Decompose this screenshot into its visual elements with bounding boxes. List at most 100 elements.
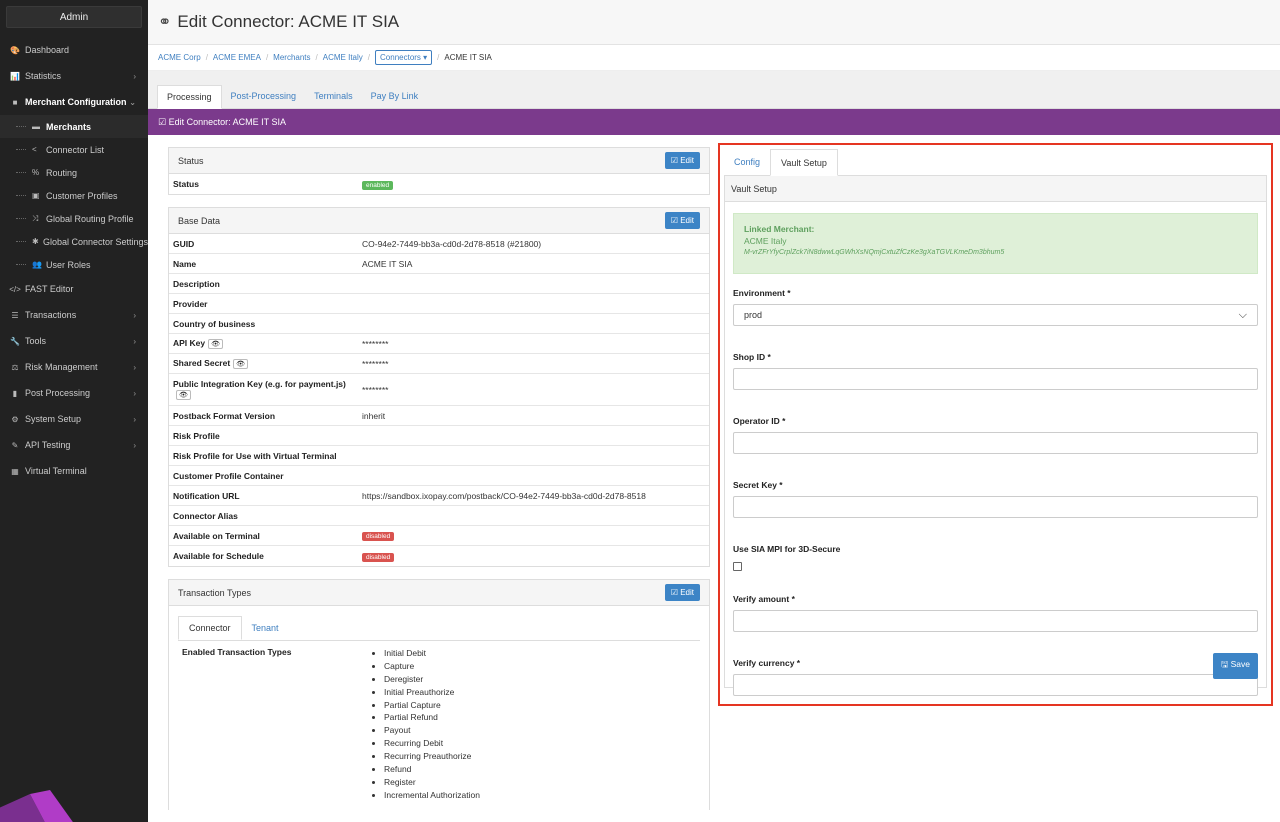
routing-icon: %: [32, 168, 40, 177]
transaction-types-header: Transaction Types ☑ Edit: [169, 580, 709, 606]
sidebar-item-label: Statistics: [25, 71, 62, 81]
sidebar-subitem-label: User Roles: [46, 259, 91, 270]
enabled-types-list: Initial DebitCaptureDeregisterInitial Pr…: [372, 647, 480, 802]
sidebar-item-merchant-configuration[interactable]: ■ Merchant Configuration ⌄: [0, 89, 148, 115]
sidebar-subitem-customer-profiles[interactable]: ▣ Customer Profiles: [0, 184, 148, 207]
field-label: Name: [173, 258, 197, 269]
breadcrumb-acme-italy[interactable]: ACME Italy: [322, 53, 363, 62]
field-value: inherit: [362, 410, 386, 421]
verify-currency-label: Verify currency *: [733, 658, 801, 668]
environment-select[interactable]: prod ⌵: [733, 304, 1258, 326]
list-item: Initial Preauthorize: [384, 686, 480, 699]
sidebar-subitem-global-routing-profile[interactable]: ⤨ Global Routing Profile: [0, 207, 148, 230]
base-data-panel: Base Data ☑ Edit GUID CO-94e2-7449-bb3a-c…: [168, 207, 710, 567]
row-connector-alias: Connector Alias: [169, 506, 709, 526]
virtual-terminal-icon: ▦: [11, 466, 19, 476]
edit-status-button[interactable]: ☑ Edit: [664, 152, 700, 169]
list-item: Deregister: [384, 673, 480, 686]
breadcrumb-merchants[interactable]: Merchants: [273, 53, 311, 62]
sidebar-subitem-label: Customer Profiles: [46, 190, 118, 201]
global-routing-profile-icon: ⤨: [32, 213, 39, 223]
sidebar-subitem-label: Global Routing Profile: [46, 213, 134, 224]
field-label: Connector Alias: [173, 510, 238, 521]
chevron-down-icon: ⌵: [1238, 308, 1247, 321]
sidebar-item-system-setup[interactable]: ⚙ System Setup ›: [0, 406, 148, 432]
list-item: Capture: [384, 660, 480, 673]
sidebar-item-label: Virtual Terminal: [25, 466, 87, 476]
sidebar-item-statistics[interactable]: 📊 Statistics ›: [0, 63, 148, 89]
sidebar-header: Admin: [0, 0, 148, 37]
sidebar-item-risk-management[interactable]: ⚖ Risk Management ›: [0, 354, 148, 380]
admin-switcher[interactable]: Admin: [6, 6, 142, 28]
row-guid: GUID CO-94e2-7449-bb3a-cd0d-2d78-8518 (#2…: [169, 234, 709, 254]
sidebar-item-tools[interactable]: 🔧 Tools ›: [0, 328, 148, 354]
tab-post-processing[interactable]: Post-Processing: [230, 91, 297, 101]
customer-profiles-icon: ▣: [32, 191, 40, 200]
sidebar-subitem-user-roles[interactable]: 👥 User Roles: [0, 253, 148, 276]
system-setup-icon: ⚙: [11, 414, 19, 424]
connectors-dropdown[interactable]: Connectors ▾: [375, 50, 433, 65]
sidebar-item-label: API Testing: [25, 440, 71, 450]
sidebar-item-dashboard[interactable]: 🎨 Dashboard: [0, 37, 148, 63]
operator-id-input[interactable]: [733, 432, 1258, 454]
secret-key-label: Secret Key *: [733, 480, 783, 490]
field-value: CO-94e2-7449-bb3a-cd0d-2d78-8518 (#21800…: [362, 238, 542, 249]
environment-label: Environment *: [733, 288, 791, 298]
vault-setup-title: Vault Setup: [725, 176, 1266, 202]
row-available-on-terminal: Available on Terminal disabled: [169, 526, 709, 546]
sidebar-item-fast-editor[interactable]: </> FAST Editor: [0, 276, 148, 302]
row-available-for-schedule: Available for Schedule disabled: [169, 546, 709, 566]
status-badge: disabled: [362, 552, 395, 562]
tab-config[interactable]: Config: [734, 157, 761, 167]
edit-base-data-button[interactable]: ☑ Edit: [664, 212, 700, 229]
sidebar-subitem-routing[interactable]: % Routing: [0, 161, 148, 184]
link-icon: ⚭: [158, 14, 172, 31]
secret-key-input[interactable]: [733, 496, 1258, 518]
vault-setup-panel: Vault Setup Linked Merchant: ACME Italy …: [724, 176, 1267, 696]
breadcrumb-acme-corp[interactable]: ACME Corp: [158, 53, 201, 62]
tab-terminals[interactable]: Terminals: [314, 91, 353, 101]
tab-connector[interactable]: Connector: [178, 616, 242, 640]
eye-icon[interactable]: 👁: [233, 359, 249, 369]
field-label: Postback Format Version: [173, 410, 276, 421]
tab-tenant[interactable]: Tenant: [251, 623, 279, 633]
list-item: Refund: [384, 763, 480, 776]
sidebar-item-label: Post Processing: [25, 388, 91, 398]
row-country-of-business: Country of business: [169, 314, 709, 334]
tab-pay-by-link[interactable]: Pay By Link: [370, 91, 419, 101]
sidebar-subitem-label: Global Connector Settings: [42, 236, 148, 247]
linked-merchant-title: Linked Merchant:: [744, 224, 815, 234]
list-item: Partial Capture: [384, 699, 480, 712]
breadcrumb-acme-emea[interactable]: ACME EMEA: [212, 53, 261, 62]
sidebar-item-api-testing[interactable]: ✎ API Testing ›: [0, 432, 148, 458]
sidebar-subitem-global-connector-settings[interactable]: ✱ Global Connector Settings: [0, 230, 148, 253]
status-row: Status enabled: [169, 174, 709, 194]
sia-mpi-checkbox[interactable]: [733, 562, 742, 571]
risk-management-icon: ⚖: [11, 362, 19, 372]
chevron-right-icon: ›: [133, 310, 136, 320]
global-connector-settings-icon: ✱: [32, 237, 39, 246]
shop-id-group: Shop ID *: [733, 352, 1258, 390]
sidebar-item-transactions[interactable]: ☰ Transactions ›: [0, 302, 148, 328]
sidebar-item-post-processing[interactable]: ▮ Post Processing ›: [0, 380, 148, 406]
verify-amount-input[interactable]: [733, 610, 1258, 632]
tab-vault-setup[interactable]: Vault Setup: [770, 149, 838, 176]
chevron-right-icon: ›: [133, 388, 136, 398]
save-button[interactable]: 🖫 Save: [1213, 653, 1258, 679]
shop-id-input[interactable]: [733, 368, 1258, 390]
sidebar-subitem-connector-list[interactable]: < Connector List: [0, 138, 148, 161]
field-label: Available for Schedule: [173, 551, 264, 561]
field-label: Provider: [173, 298, 208, 309]
sidebar-subitem-merchants[interactable]: ▬ Merchants: [0, 115, 148, 138]
sidebar-item-virtual-terminal[interactable]: ▦ Virtual Terminal: [0, 458, 148, 484]
sidebar: Admin 🎨 Dashboard 📊 Statistics › ■ Merchant Co…: [0, 0, 148, 822]
merchants-icon: ▬: [32, 122, 40, 131]
tools-icon: 🔧: [10, 336, 20, 346]
verify-currency-input[interactable]: [733, 674, 1258, 696]
verify-amount-label: Verify amount *: [733, 594, 795, 604]
edit-transaction-types-button[interactable]: ☑ Edit: [664, 584, 700, 601]
eye-icon[interactable]: 👁: [176, 390, 191, 400]
row-notification-url: Notification URL https://sandbox.ixopay.c…: [169, 486, 709, 506]
tab-processing[interactable]: Processing: [157, 85, 222, 109]
eye-icon[interactable]: 👁: [208, 339, 224, 349]
